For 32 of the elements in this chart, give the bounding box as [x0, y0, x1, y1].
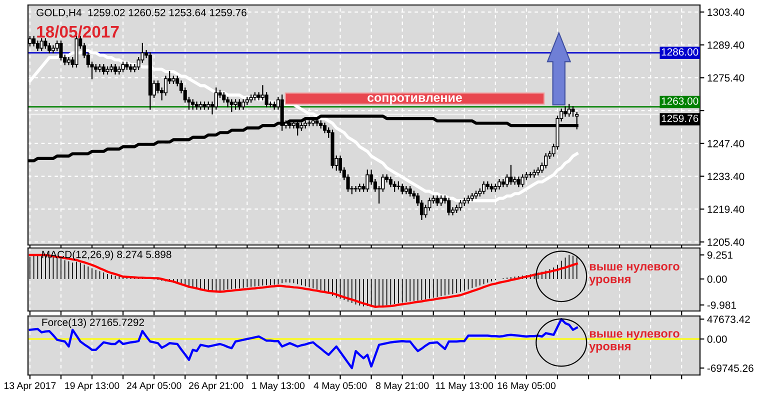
y-tick-label: 1289.40	[708, 41, 744, 49]
x-tick-label: 8 May 21:00	[376, 382, 429, 392]
y-tick-label: 1205.40	[708, 238, 744, 246]
text: выше нулевого уровня	[589, 264, 680, 286]
chart-title: MACD(12,26,9) 8.274 5.898	[42, 250, 172, 260]
chart-title: Force(13) 27165.7292	[42, 318, 144, 328]
y-tick-label: -9.981	[707, 301, 736, 309]
y-tick-label: -69745.26	[707, 364, 754, 372]
x-tick-label: 13 Apr 2017	[4, 382, 56, 392]
x-tick-label: 19 Apr 13:00	[65, 382, 120, 392]
x-tick-label: 4 May 05:00	[314, 382, 367, 392]
x-tick-label: 1 May 13:00	[252, 382, 305, 392]
chart-title: GOLD,H4 1259.02 1260.52 1253.64 1259.76	[36, 8, 246, 18]
x-tick-label: 26 Apr 21:00	[189, 382, 244, 392]
x-tick-label: 24 Apr 05:00	[126, 382, 182, 392]
y-tick-label: 9.251	[707, 251, 733, 259]
annotation: сопротивление	[368, 95, 462, 104]
ref-line-label: 1286.00	[662, 48, 698, 56]
y-tick-label: 1219.40	[708, 206, 744, 213]
ref-line-label: 1259.76	[662, 114, 698, 122]
text: выше нулевого уровня	[589, 331, 680, 353]
y-tick-label: 0.00	[707, 336, 727, 343]
y-tick-label: 1247.40	[708, 140, 744, 148]
ref-line-label: 1263.00	[662, 97, 698, 105]
y-tick-label: 0.00	[707, 275, 727, 283]
x-tick-label: 16 May 05:00	[498, 382, 556, 392]
text: 18/05/2017	[37, 25, 119, 38]
x-tick-label: 11 May 13:00	[436, 382, 494, 392]
y-tick-label: 1233.40	[708, 172, 744, 180]
y-tick-label: 1275.40	[708, 74, 744, 82]
y-tick-label: 1303.40	[708, 8, 744, 16]
y-tick-label: 47673.42	[707, 316, 750, 324]
